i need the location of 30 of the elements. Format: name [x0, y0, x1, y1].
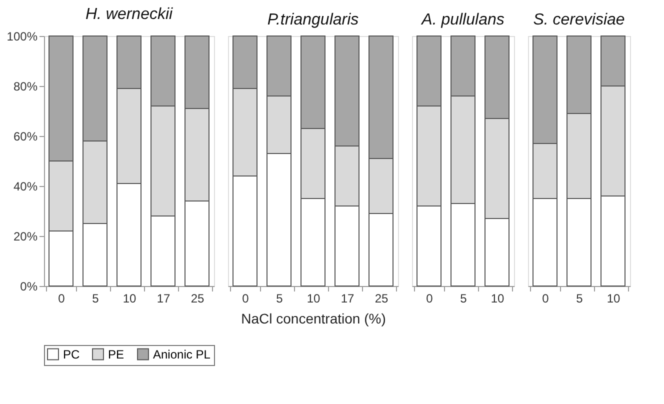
legend-label: Anionic PL	[153, 347, 211, 362]
x-axis-title: NaCl concentration (%)	[241, 310, 386, 326]
chart-title: A. pullulans	[420, 12, 504, 28]
x-tick-label: 5	[576, 292, 584, 306]
legend-label: PE	[108, 347, 124, 362]
x-tick-label: 25	[374, 292, 388, 306]
y-tick-label: 60%	[13, 130, 38, 144]
x-tick-label: 10	[490, 292, 504, 306]
y-tick-label: 20%	[13, 230, 38, 244]
x-tick-label: 10	[606, 292, 620, 306]
x-tick-label: 5	[92, 292, 100, 306]
y-tick-label: 40%	[13, 180, 38, 194]
x-tick-label: 0	[242, 292, 250, 306]
x-tick-label: 5	[276, 292, 284, 306]
y-tick-label: 100%	[6, 30, 38, 44]
x-tick-label: 17	[340, 292, 354, 306]
x-tick-label: 10	[122, 292, 136, 306]
chart-title: H. werneckii	[85, 6, 174, 23]
y-tick-label: 80%	[13, 80, 38, 94]
x-tick-label: 25	[190, 292, 204, 306]
chart-title: S. cerevisiae	[533, 12, 625, 28]
y-tick-label: 0%	[20, 280, 38, 294]
x-tick-label: 0	[542, 292, 550, 306]
x-tick-label: 17	[156, 292, 170, 306]
legend-label: PC	[63, 347, 80, 362]
x-tick-label: 0	[58, 292, 66, 306]
x-tick-label: 5	[460, 292, 468, 306]
x-tick-label: 0	[426, 292, 434, 306]
x-tick-label: 10	[306, 292, 320, 306]
chart-title: P.triangularis	[267, 12, 359, 28]
